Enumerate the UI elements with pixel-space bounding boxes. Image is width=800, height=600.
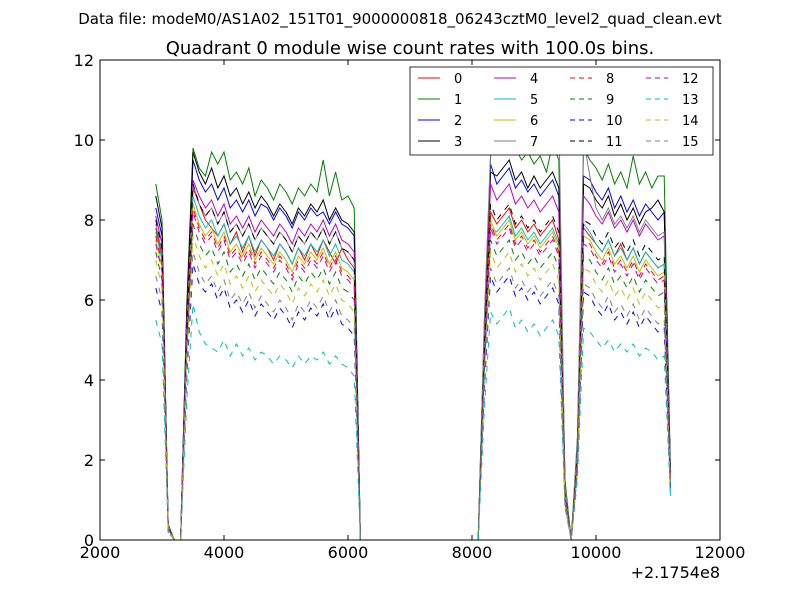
- series-line-12: [155, 211, 671, 540]
- x-offset-label: +2.1754e8: [631, 563, 720, 582]
- series-line-14: [155, 235, 671, 540]
- series-line-5: [155, 195, 671, 540]
- legend-label-1: 1: [454, 93, 462, 108]
- legend-label-10: 10: [606, 114, 623, 129]
- series-line-4: [155, 179, 671, 540]
- series-line-15: [155, 251, 671, 540]
- legend-label-8: 8: [606, 72, 614, 87]
- x-tick-label: 4000: [204, 543, 245, 562]
- x-tick-label: 12000: [695, 543, 746, 562]
- y-tick-label: 10: [74, 131, 94, 150]
- legend-label-15: 15: [682, 135, 699, 150]
- legend-label-9: 9: [606, 93, 614, 108]
- y-tick-label: 4: [84, 371, 94, 390]
- legend-label-5: 5: [530, 93, 538, 108]
- series-line-2: [155, 159, 671, 540]
- x-tick-label: 8000: [452, 543, 493, 562]
- legend-label-14: 14: [682, 114, 699, 129]
- series-group: [155, 111, 671, 540]
- series-line-9: [155, 223, 671, 540]
- legend-label-11: 11: [606, 135, 623, 150]
- plot-frame: [99, 59, 721, 541]
- y-tick-labels: 0 2 4 6 8 10 12: [74, 51, 94, 550]
- suptitle: Data file: modeM0/AS1A02_151T01_90000008…: [78, 10, 722, 29]
- y-tick-label: 2: [84, 451, 94, 470]
- series-line-10: [155, 263, 671, 540]
- x-tick-label: 6000: [328, 543, 369, 562]
- series-line-6: [155, 203, 671, 540]
- chart-title: Quadrant 0 module wise count rates with …: [166, 38, 655, 59]
- x-tick-label: 10000: [571, 543, 622, 562]
- legend-frame: [409, 66, 714, 156]
- legend-label-3: 3: [454, 135, 462, 150]
- y-tick-label: 0: [84, 531, 94, 550]
- series-line-0: [155, 187, 671, 540]
- legend-label-2: 2: [454, 114, 462, 129]
- series-line-13: [155, 303, 671, 540]
- legend-label-7: 7: [530, 135, 538, 150]
- series-line-1: [155, 126, 671, 540]
- series-line-11: [155, 183, 671, 540]
- legend-label-4: 4: [530, 72, 538, 87]
- x-tick-labels: 2000 4000 6000 8000 10000 12000: [80, 543, 746, 562]
- legend-label-0: 0: [454, 72, 462, 87]
- legend-label-12: 12: [682, 72, 699, 87]
- legend-label-6: 6: [530, 114, 538, 129]
- y-tick-label: 6: [84, 291, 94, 310]
- y-tick-label: 12: [74, 51, 94, 70]
- series-line-8: [155, 207, 671, 540]
- series-line-3: [155, 151, 671, 540]
- y-tick-label: 8: [84, 211, 94, 230]
- legend-label-13: 13: [682, 93, 699, 108]
- x-tick-label: 2000: [80, 543, 121, 562]
